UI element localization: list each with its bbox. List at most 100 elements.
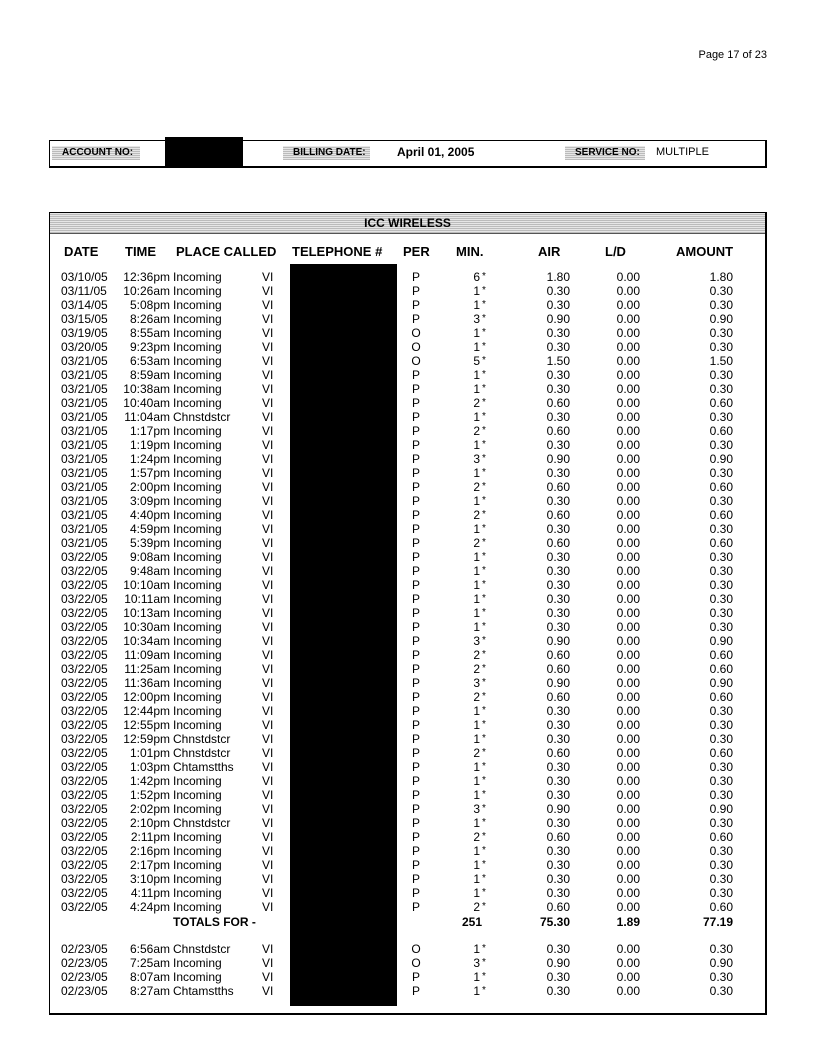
cell-ld-charge: 0.00 — [616, 550, 640, 564]
cell-region: VI — [262, 774, 274, 788]
cell-amount: 0.30 — [709, 592, 733, 606]
cell-period: P — [411, 578, 420, 592]
cell-date: 03/21/05 — [61, 508, 108, 522]
cell-period: P — [411, 704, 420, 718]
table-row: 03/22/05 11:25am Incoming VI P 2 0.60 0.00 0.60 * — [0, 662, 816, 676]
cell-place-called: Incoming — [173, 522, 222, 536]
cell-period: P — [411, 788, 420, 802]
table-row: 03/22/05 11:09am Incoming VI P 2 0.60 0.00 0.60 * — [0, 648, 816, 662]
cell-date: 03/21/05 — [61, 536, 108, 550]
cell-place-called: Incoming — [173, 648, 222, 662]
cell-amount: 0.60 — [709, 900, 733, 914]
cell-region: VI — [262, 438, 274, 452]
cell-place-called: Incoming — [173, 802, 222, 816]
cell-minutes: 1 — [473, 984, 480, 998]
cell-air-charge: 0.30 — [546, 466, 570, 480]
cell-region: VI — [262, 816, 274, 830]
cell-period: P — [411, 536, 420, 550]
table-row: 03/15/05 8:26am Incoming VI P 3 0.90 0.00 0.90 * — [0, 312, 816, 326]
cell-minutes: 3 — [473, 452, 480, 466]
cell-amount: 0.60 — [709, 424, 733, 438]
cell-air-charge: 0.60 — [546, 662, 570, 676]
cell-air-charge: 0.90 — [546, 956, 570, 970]
cell-place-called: Chnstdstcr — [173, 732, 231, 746]
cell-time: 2:17pm — [129, 858, 170, 872]
table-row: 03/22/05 1:52pm Incoming VI P 1 0.30 0.00 0.30 * — [0, 788, 816, 802]
min-marker: * — [482, 957, 486, 968]
cell-minutes: 2 — [473, 396, 480, 410]
cell-date: 02/23/05 — [61, 956, 108, 970]
cell-minutes: 1 — [473, 466, 480, 480]
cell-region: VI — [262, 984, 274, 998]
table-row: 03/22/05 2:10pm Chnstdstcr VI P 1 0.30 0.00 0.30… — [0, 816, 816, 830]
table-row: 03/22/05 10:34am Incoming VI P 3 0.90 0.00 0.90 * — [0, 634, 816, 648]
cell-ld-charge: 0.00 — [616, 732, 640, 746]
cell-ld-charge: 0.00 — [616, 480, 640, 494]
min-marker: * — [482, 579, 486, 590]
cell-place-called: Incoming — [173, 676, 222, 690]
cell-time: 11:09am — [124, 648, 170, 662]
cell-region: VI — [262, 312, 274, 326]
min-marker: * — [482, 355, 486, 366]
cell-time: 1:01pm — [129, 746, 170, 760]
cell-region: VI — [262, 452, 274, 466]
cell-minutes: 1 — [473, 326, 480, 340]
min-marker: * — [482, 677, 486, 688]
service-no-label: SERVICE NO: — [565, 146, 645, 160]
min-marker: * — [482, 943, 486, 954]
cell-air-charge: 0.30 — [546, 494, 570, 508]
cell-time: 2:00pm — [129, 480, 170, 494]
cell-ld-charge: 0.00 — [616, 662, 640, 676]
col-header-date: DATE — [64, 244, 99, 259]
cell-region: VI — [262, 382, 274, 396]
cell-region: VI — [262, 326, 274, 340]
cell-amount: 0.30 — [709, 606, 733, 620]
cell-minutes: 2 — [473, 900, 480, 914]
cell-place-called: Incoming — [173, 774, 222, 788]
table-row: 03/22/05 10:10am Incoming VI P 1 0.30 0.00 0.30 * — [0, 578, 816, 592]
min-marker: * — [482, 509, 486, 520]
cell-time: 2:02pm — [129, 802, 170, 816]
min-marker: * — [482, 411, 486, 422]
cell-place-called: Incoming — [173, 396, 222, 410]
cell-region: VI — [262, 354, 274, 368]
cell-time: 12:59pm — [123, 732, 170, 746]
cell-ld-charge: 0.00 — [616, 900, 640, 914]
cell-amount: 0.30 — [709, 788, 733, 802]
table-row: 03/22/05 4:24pm Incoming VI P 2 0.60 0.00 0.60 * — [0, 900, 816, 914]
table-row: 03/21/05 8:59am Incoming VI P 1 0.30 0.00 0.30 * — [0, 368, 816, 382]
cell-amount: 0.30 — [709, 816, 733, 830]
cell-region: VI — [262, 410, 274, 424]
cell-date: 03/22/05 — [61, 802, 108, 816]
cell-place-called: Chnstdstcr — [173, 410, 231, 424]
cell-air-charge: 0.30 — [546, 732, 570, 746]
cell-time: 12:36pm — [123, 270, 170, 284]
cell-amount: 0.30 — [709, 858, 733, 872]
cell-date: 03/21/05 — [61, 522, 108, 536]
totals-amount: 77.19 — [702, 915, 733, 929]
cell-amount: 0.30 — [709, 494, 733, 508]
cell-period: P — [411, 690, 420, 704]
cell-time: 11:25am — [124, 662, 170, 676]
cell-minutes: 1 — [473, 620, 480, 634]
cell-period: P — [411, 872, 420, 886]
table-row: 03/21/05 2:00pm Incoming VI P 2 0.60 0.00 0.60 * — [0, 480, 816, 494]
cell-date: 02/23/05 — [61, 942, 108, 956]
cell-ld-charge: 0.00 — [616, 858, 640, 872]
cell-date: 03/22/05 — [61, 578, 108, 592]
table-row: 03/21/05 3:09pm Incoming VI P 1 0.30 0.00 0.30 * — [0, 494, 816, 508]
cell-place-called: Incoming — [173, 900, 222, 914]
cell-region: VI — [262, 970, 274, 984]
cell-date: 02/23/05 — [61, 970, 108, 984]
cell-amount: 1.50 — [709, 354, 733, 368]
cell-ld-charge: 0.00 — [616, 326, 640, 340]
cell-region: VI — [262, 606, 274, 620]
cell-minutes: 1 — [473, 340, 480, 354]
cell-ld-charge: 0.00 — [616, 536, 640, 550]
cell-period: P — [411, 494, 420, 508]
table-row: 02/23/05 8:07am Incoming VI P 1 0.30 0.00 0.30 * — [0, 970, 816, 984]
cell-amount: 0.90 — [709, 676, 733, 690]
cell-region: VI — [262, 508, 274, 522]
cell-date: 03/22/05 — [61, 872, 108, 886]
cell-date: 03/22/05 — [61, 564, 108, 578]
